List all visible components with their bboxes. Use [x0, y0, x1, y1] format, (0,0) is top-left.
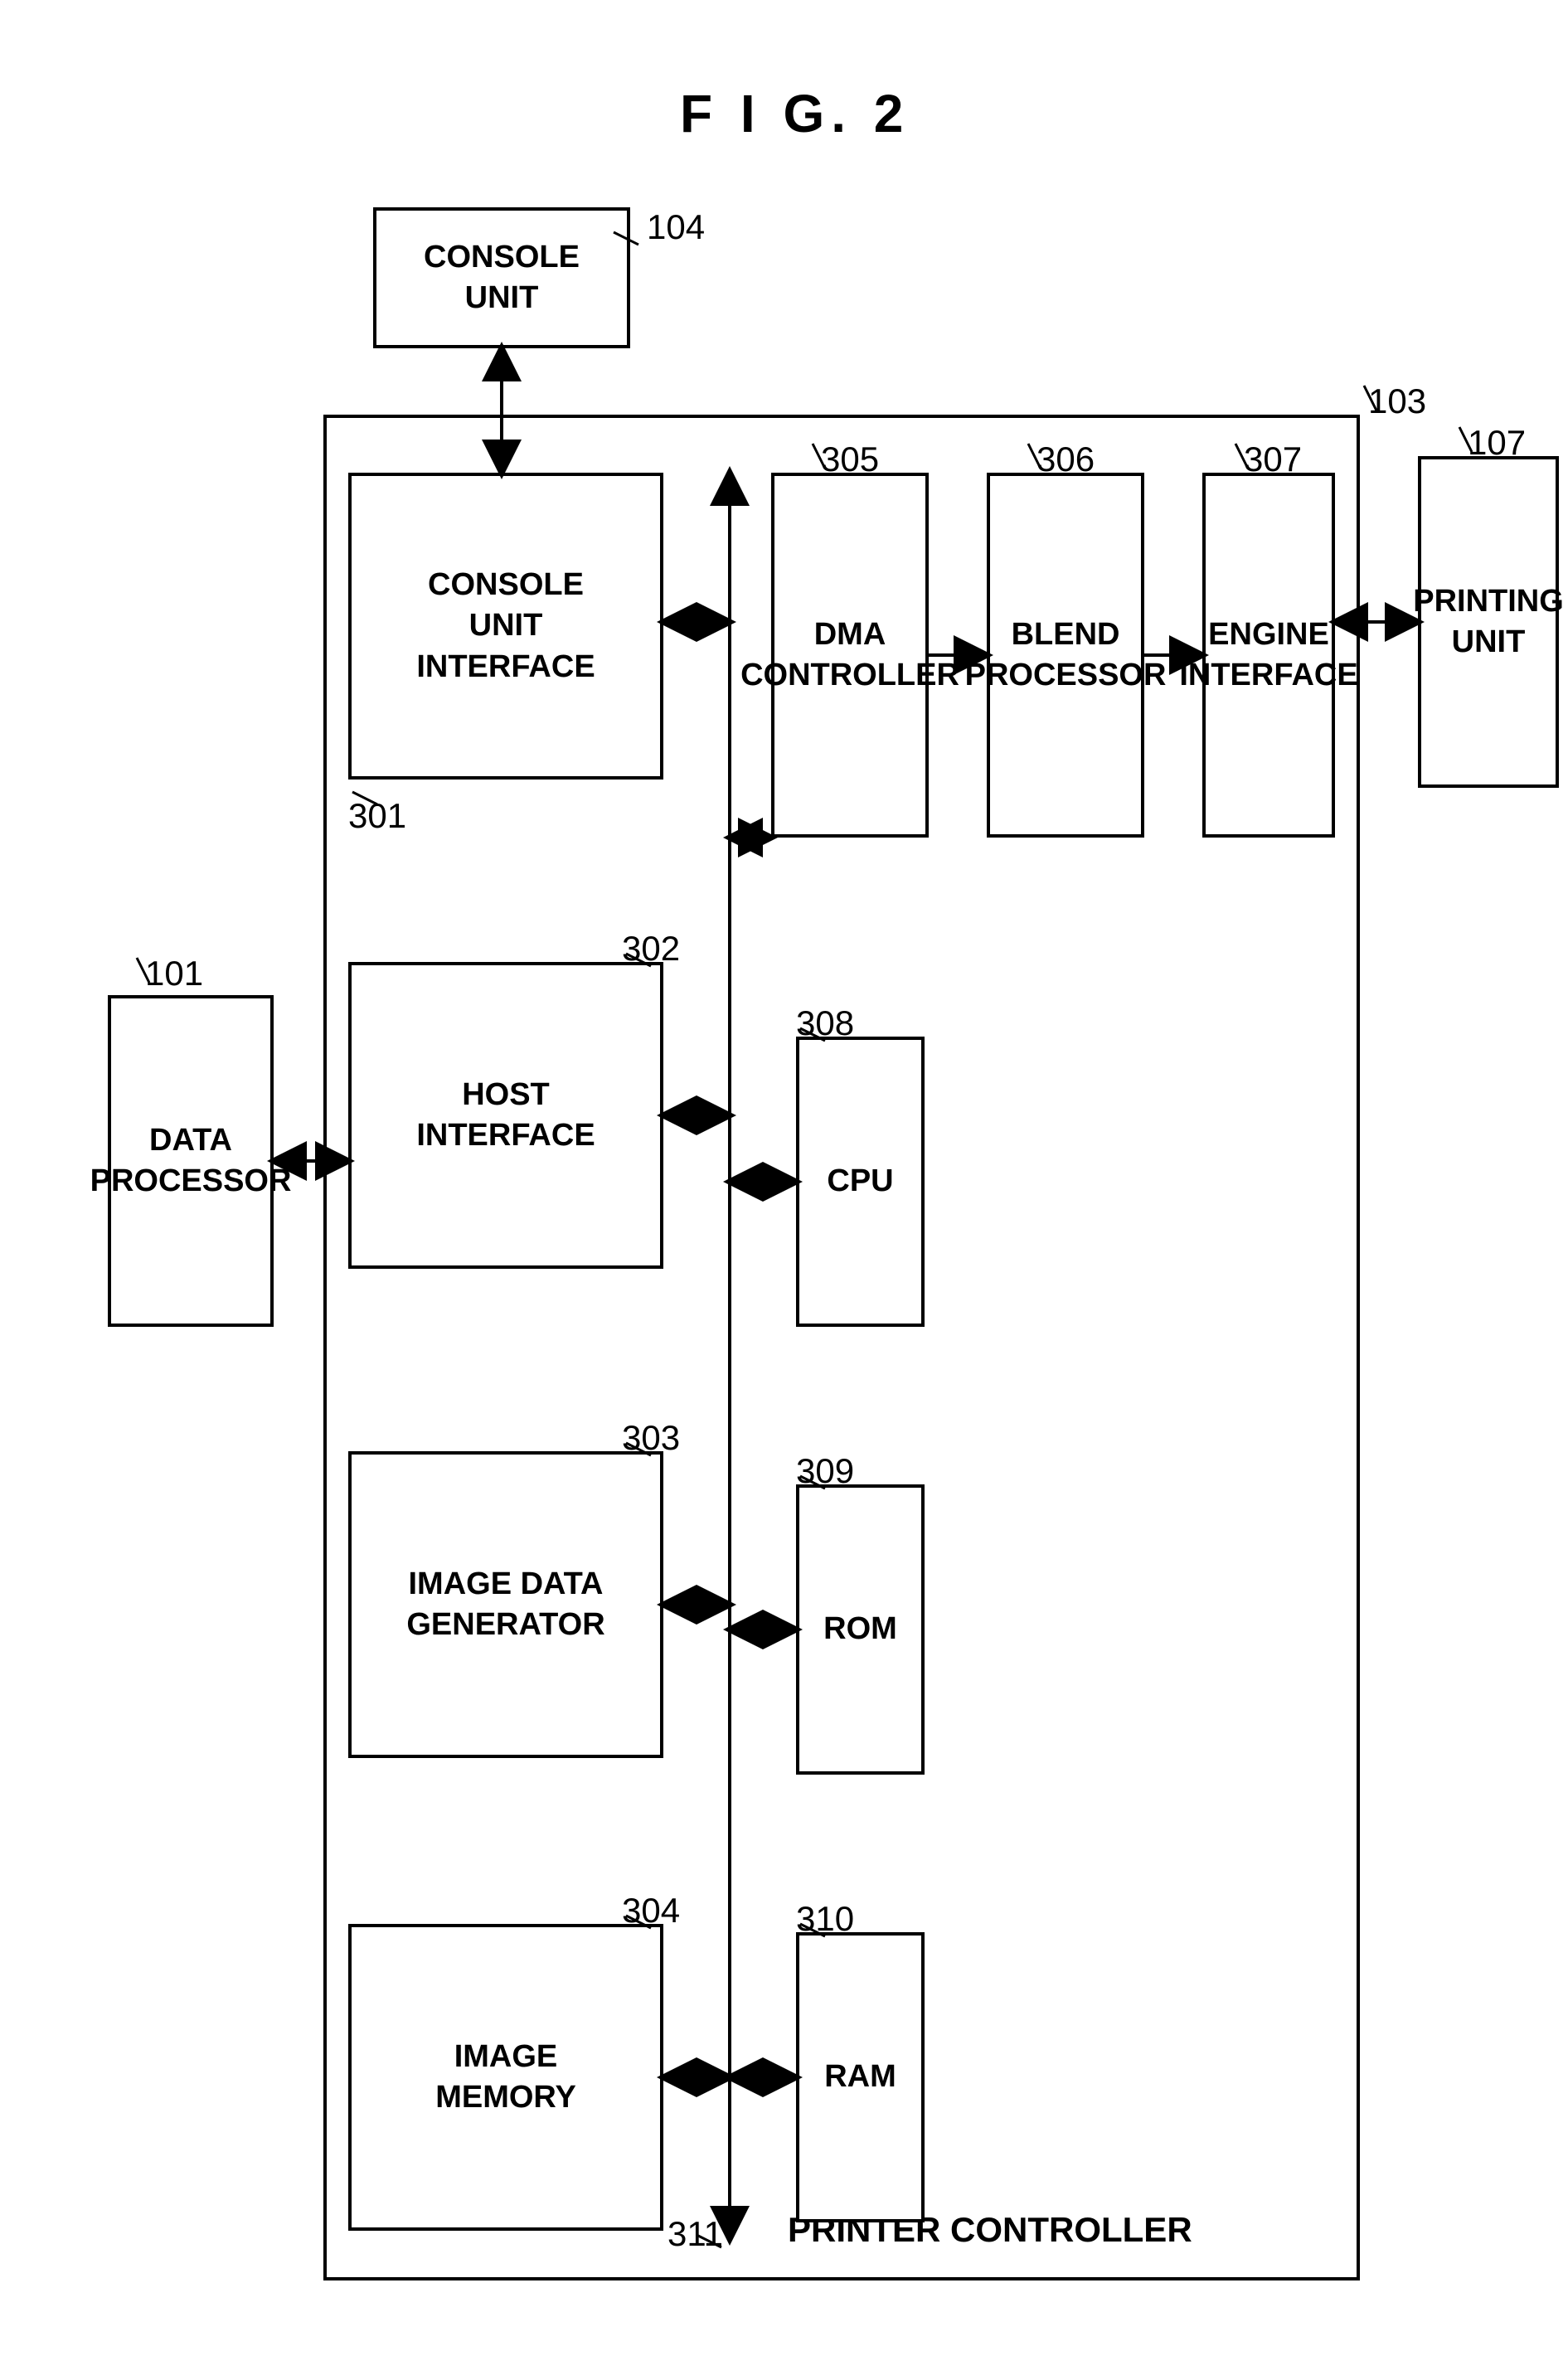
ref-302: 302: [622, 929, 680, 969]
ref-306: 306: [1036, 440, 1095, 479]
ref-309: 309: [796, 1451, 854, 1491]
ref-103: 103: [1368, 381, 1426, 421]
ref-310: 310: [796, 1899, 854, 1939]
ram-block: RAM: [796, 1932, 925, 2222]
image-memory-block: IMAGEMEMORY: [348, 1924, 663, 2231]
figure-title: F I G. 2: [680, 83, 910, 144]
rom-block: ROM: [796, 1484, 925, 1775]
ref-307: 307: [1244, 440, 1302, 479]
dma-controller-block: DMACONTROLLER: [771, 473, 929, 838]
data-processor-block: DATAPROCESSOR: [108, 995, 274, 1327]
ref-101: 101: [145, 954, 203, 993]
console-interface-block: CONSOLEUNITINTERFACE: [348, 473, 663, 780]
cpu-block: CPU: [796, 1037, 925, 1327]
blend-processor-block: BLENDPROCESSOR: [987, 473, 1144, 838]
engine-interface-block: ENGINEINTERFACE: [1202, 473, 1335, 838]
ref-305: 305: [821, 440, 879, 479]
ref-308: 308: [796, 1003, 854, 1043]
image-data-generator-block: IMAGE DATAGENERATOR: [348, 1451, 663, 1758]
ref-303: 303: [622, 1418, 680, 1458]
ref-304: 304: [622, 1891, 680, 1931]
console-unit-block: CONSOLEUNIT: [373, 207, 630, 348]
ref-104: 104: [647, 207, 705, 247]
ref-301: 301: [348, 796, 406, 836]
ref-107: 107: [1468, 423, 1526, 463]
ref-311: 311: [667, 2214, 723, 2254]
host-interface-block: HOSTINTERFACE: [348, 962, 663, 1269]
printing-unit-block: PRINTINGUNIT: [1418, 456, 1559, 788]
